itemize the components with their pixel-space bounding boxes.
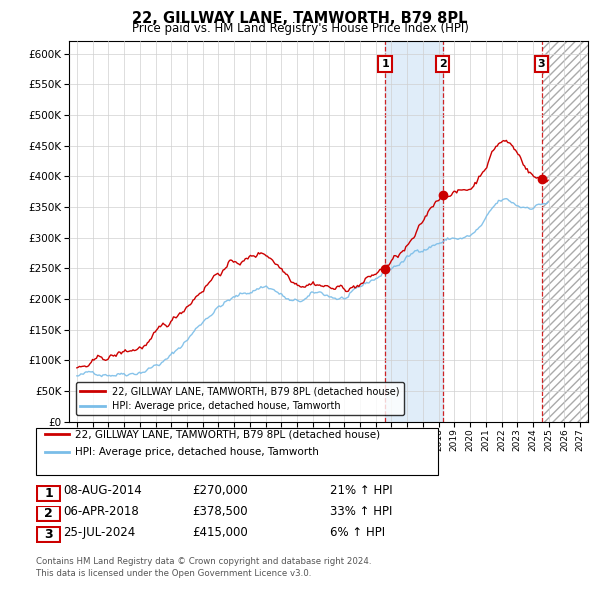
Text: 1: 1 — [381, 59, 389, 69]
Bar — [542, 41, 588, 422]
FancyBboxPatch shape — [37, 527, 60, 542]
Text: 25-JUL-2024: 25-JUL-2024 — [63, 526, 135, 539]
Text: 1: 1 — [44, 487, 53, 500]
Text: 2: 2 — [44, 507, 53, 520]
Text: 06-APR-2018: 06-APR-2018 — [63, 505, 139, 518]
FancyBboxPatch shape — [37, 486, 60, 501]
Text: 6% ↑ HPI: 6% ↑ HPI — [330, 526, 385, 539]
Text: 22, GILLWAY LANE, TAMWORTH, B79 8PL (detached house): 22, GILLWAY LANE, TAMWORTH, B79 8PL (det… — [75, 430, 380, 439]
Text: 21% ↑ HPI: 21% ↑ HPI — [330, 484, 392, 497]
Text: This data is licensed under the Open Government Licence v3.0.: This data is licensed under the Open Gov… — [36, 569, 311, 578]
Bar — [542, 41, 588, 422]
Text: £270,000: £270,000 — [192, 484, 248, 497]
Text: 2: 2 — [439, 59, 446, 69]
Text: 08-AUG-2014: 08-AUG-2014 — [63, 484, 142, 497]
Text: 33% ↑ HPI: 33% ↑ HPI — [330, 505, 392, 518]
Text: Contains HM Land Registry data © Crown copyright and database right 2024.: Contains HM Land Registry data © Crown c… — [36, 558, 371, 566]
FancyBboxPatch shape — [37, 506, 60, 522]
Text: £378,500: £378,500 — [192, 505, 248, 518]
Text: 3: 3 — [538, 59, 545, 69]
Legend: 22, GILLWAY LANE, TAMWORTH, B79 8PL (detached house), HPI: Average price, detach: 22, GILLWAY LANE, TAMWORTH, B79 8PL (det… — [76, 382, 404, 415]
Text: 22, GILLWAY LANE, TAMWORTH, B79 8PL: 22, GILLWAY LANE, TAMWORTH, B79 8PL — [132, 11, 468, 25]
Text: HPI: Average price, detached house, Tamworth: HPI: Average price, detached house, Tamw… — [75, 447, 319, 457]
Bar — [385, 41, 443, 422]
Text: Price paid vs. HM Land Registry's House Price Index (HPI): Price paid vs. HM Land Registry's House … — [131, 22, 469, 35]
Text: £415,000: £415,000 — [192, 526, 248, 539]
Text: 3: 3 — [44, 528, 53, 541]
